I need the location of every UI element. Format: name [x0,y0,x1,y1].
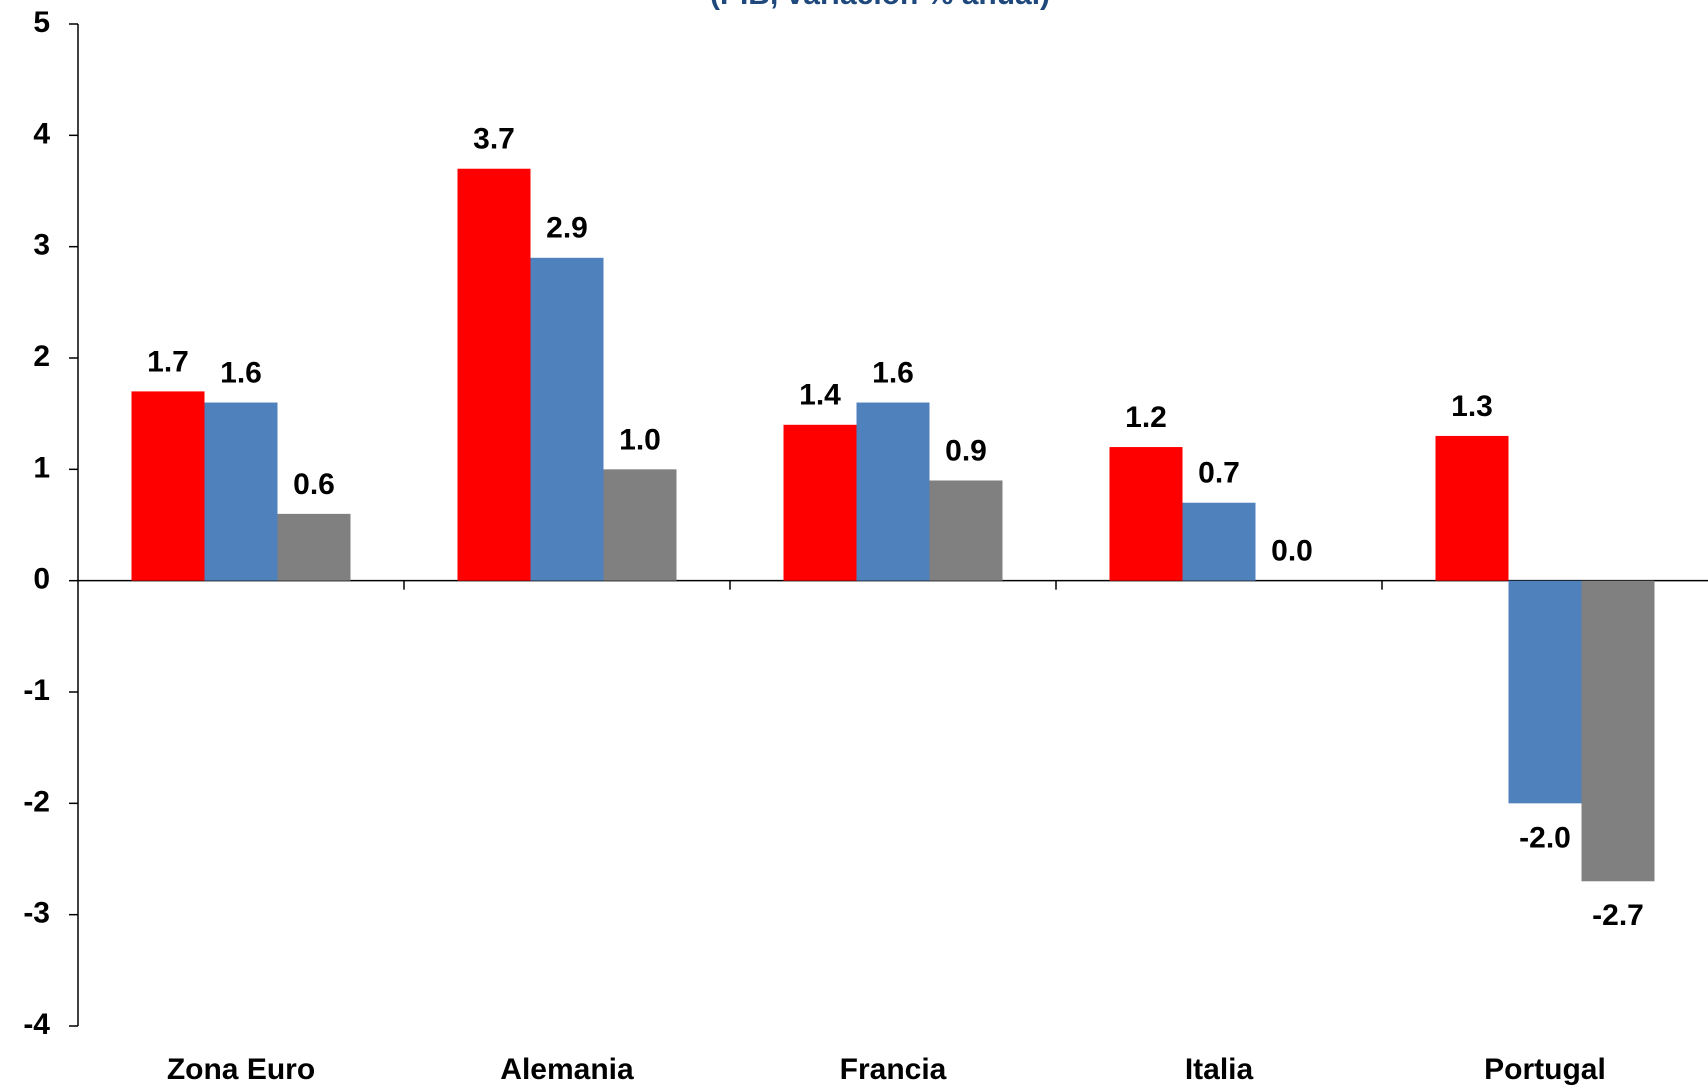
data-label: 3.7 [473,123,515,156]
y-tick-label: 5 [33,6,50,39]
bar [1109,447,1183,581]
bar [131,391,205,581]
data-label: 1.4 [799,379,841,412]
bar [1508,580,1582,804]
bar [783,424,857,581]
y-tick-label: -1 [23,674,50,707]
x-tick-label: Alemania [500,1053,634,1086]
x-tick-label: Portugal [1484,1053,1606,1086]
data-label: 1.3 [1451,390,1493,423]
y-tick-label: -2 [23,785,50,818]
x-tick-label: Zona Euro [167,1053,315,1086]
y-tick-label: 3 [33,229,50,262]
chart-title: (PIB, variación % anual) [710,0,1050,11]
data-label: -2.0 [1519,821,1571,854]
data-label: 2.9 [546,212,588,245]
x-tick-label: Francia [840,1053,947,1086]
data-label: 1.2 [1125,401,1167,434]
y-tick-label: 2 [33,340,50,373]
data-label: -2.7 [1592,899,1644,932]
data-label: 1.6 [220,356,262,389]
data-label: 0.6 [293,468,335,501]
data-label: 0.0 [1271,535,1313,568]
data-label: 1.0 [619,423,661,456]
bar [929,480,1003,581]
bar [277,513,351,581]
bar [856,402,930,581]
data-label: 0.7 [1198,457,1240,490]
y-tick-label: 0 [33,563,50,596]
y-tick-label: -3 [23,897,50,930]
data-label: 1.7 [147,345,189,378]
data-label: 0.9 [945,434,987,467]
y-tick-label: -4 [23,1008,50,1041]
bar [1182,502,1256,581]
data-label: 1.6 [872,356,914,389]
bar [1581,580,1655,882]
y-tick-label: 4 [33,117,50,150]
x-tick-label: Italia [1185,1053,1254,1086]
bar [603,469,677,581]
bar [457,168,531,581]
bar [1435,435,1509,581]
bar [204,402,278,581]
bar [530,257,604,581]
y-tick-label: 1 [33,451,50,484]
